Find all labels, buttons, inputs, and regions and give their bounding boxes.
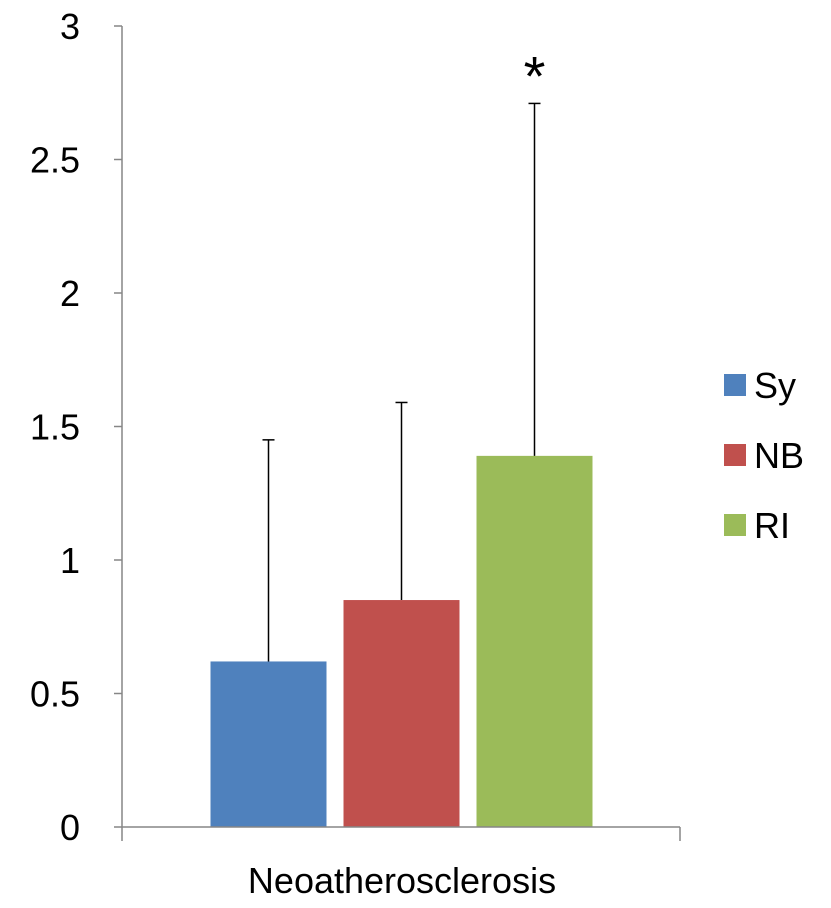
bars-group xyxy=(210,455,593,827)
legend: Sy NB RI xyxy=(724,365,804,546)
y-tick-label: 2.5 xyxy=(30,140,80,181)
bar-sy xyxy=(210,661,327,827)
bar-ri xyxy=(476,455,593,827)
error-bars-group xyxy=(262,102,541,662)
legend-swatch-nb xyxy=(724,444,746,466)
legend-label-ri: RI xyxy=(754,505,790,546)
y-axis-ticks: 0 0.5 1 1.5 2 2.5 3 xyxy=(30,6,122,848)
y-tick-label: 1 xyxy=(60,540,80,581)
legend-swatch-ri xyxy=(724,514,746,536)
x-category-label: Neoatherosclerosis xyxy=(248,860,556,901)
y-tick-label: 0 xyxy=(60,807,80,848)
significance-marker: * xyxy=(524,44,546,107)
y-tick-label: 2 xyxy=(60,273,80,314)
y-tick-label: 1.5 xyxy=(30,407,80,448)
y-tick-label: 0.5 xyxy=(30,674,80,715)
bar-nb xyxy=(343,600,460,827)
x-axis-ticks xyxy=(121,827,681,841)
annotations-group: * xyxy=(524,44,546,107)
legend-swatch-sy xyxy=(724,374,746,396)
legend-label-sy: Sy xyxy=(754,365,796,406)
y-tick-label: 3 xyxy=(60,6,80,47)
legend-label-nb: NB xyxy=(754,435,804,476)
